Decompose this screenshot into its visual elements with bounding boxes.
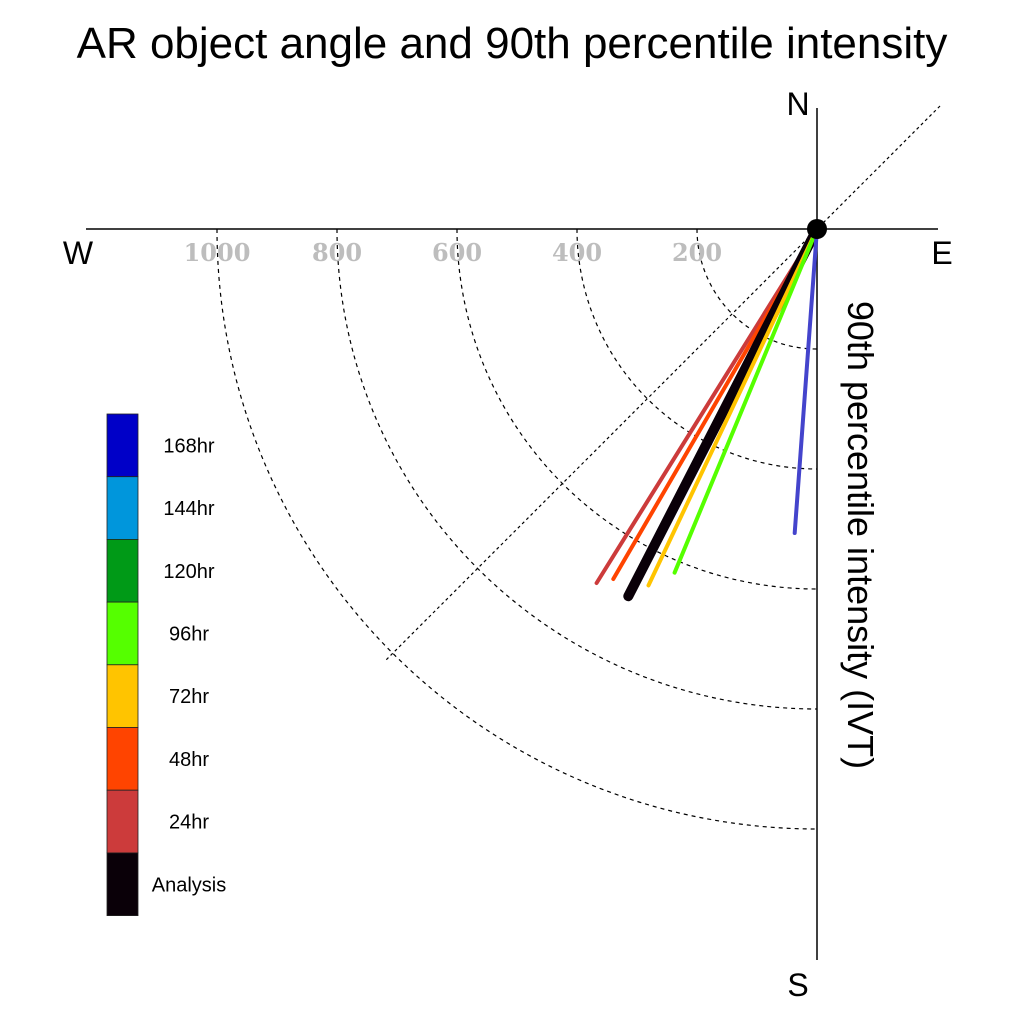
legend-swatch (106, 601, 139, 666)
legend-swatch (106, 539, 139, 603)
radial-tick-label: 600 (432, 238, 482, 267)
radial-axis-label: 90th percentile intensity (IVT) (840, 301, 881, 769)
range-ring-200 (696, 228, 818, 350)
series-line-72hr (646, 227, 819, 588)
compass-east: E (931, 235, 952, 271)
legend-swatch (106, 664, 139, 728)
series-line-96hr (672, 227, 819, 575)
radial-tick-label: 400 (552, 238, 602, 267)
diagonal-guide (385, 105, 941, 661)
radial-tick-labels: 200 400 600 800 1000 (184, 238, 722, 267)
legend-swatch (106, 413, 139, 478)
legend-label: 120hr (163, 561, 214, 583)
compass-north: N (786, 86, 809, 122)
origin-marker (807, 219, 827, 239)
legend: 168hr 144hr 120hr 96hr 72hr 48hr 24hr Analysis (106, 413, 226, 917)
legend-swatch (106, 789, 139, 854)
legend-label: 168hr (163, 435, 214, 457)
range-ring-600 (456, 228, 818, 590)
series-line-168hr (792, 227, 819, 535)
legend-label: 24hr (169, 812, 209, 834)
legend-swatch (106, 727, 139, 791)
polar-grid (216, 228, 818, 830)
legend-swatch (106, 852, 139, 917)
series-lines (594, 224, 822, 602)
chart-title: AR object angle and 90th percentile inte… (77, 19, 948, 68)
compass-west: W (63, 235, 94, 271)
range-ring-800 (336, 228, 818, 710)
legend-swatch (106, 476, 139, 540)
range-ring-400 (576, 228, 818, 470)
radial-tick-label: 1000 (184, 238, 251, 267)
legend-label: 144hr (163, 498, 214, 520)
series-line-analysis (623, 224, 822, 602)
compass-south: S (787, 967, 808, 1003)
legend-label: 48hr (169, 749, 209, 771)
legend-label: 96hr (169, 624, 209, 646)
radial-tick-label: 200 (672, 238, 722, 267)
radial-tick-label: 800 (312, 238, 362, 267)
legend-label: Analysis (152, 874, 226, 896)
legend-label: 72hr (169, 686, 209, 708)
series-line-24hr (594, 227, 819, 585)
